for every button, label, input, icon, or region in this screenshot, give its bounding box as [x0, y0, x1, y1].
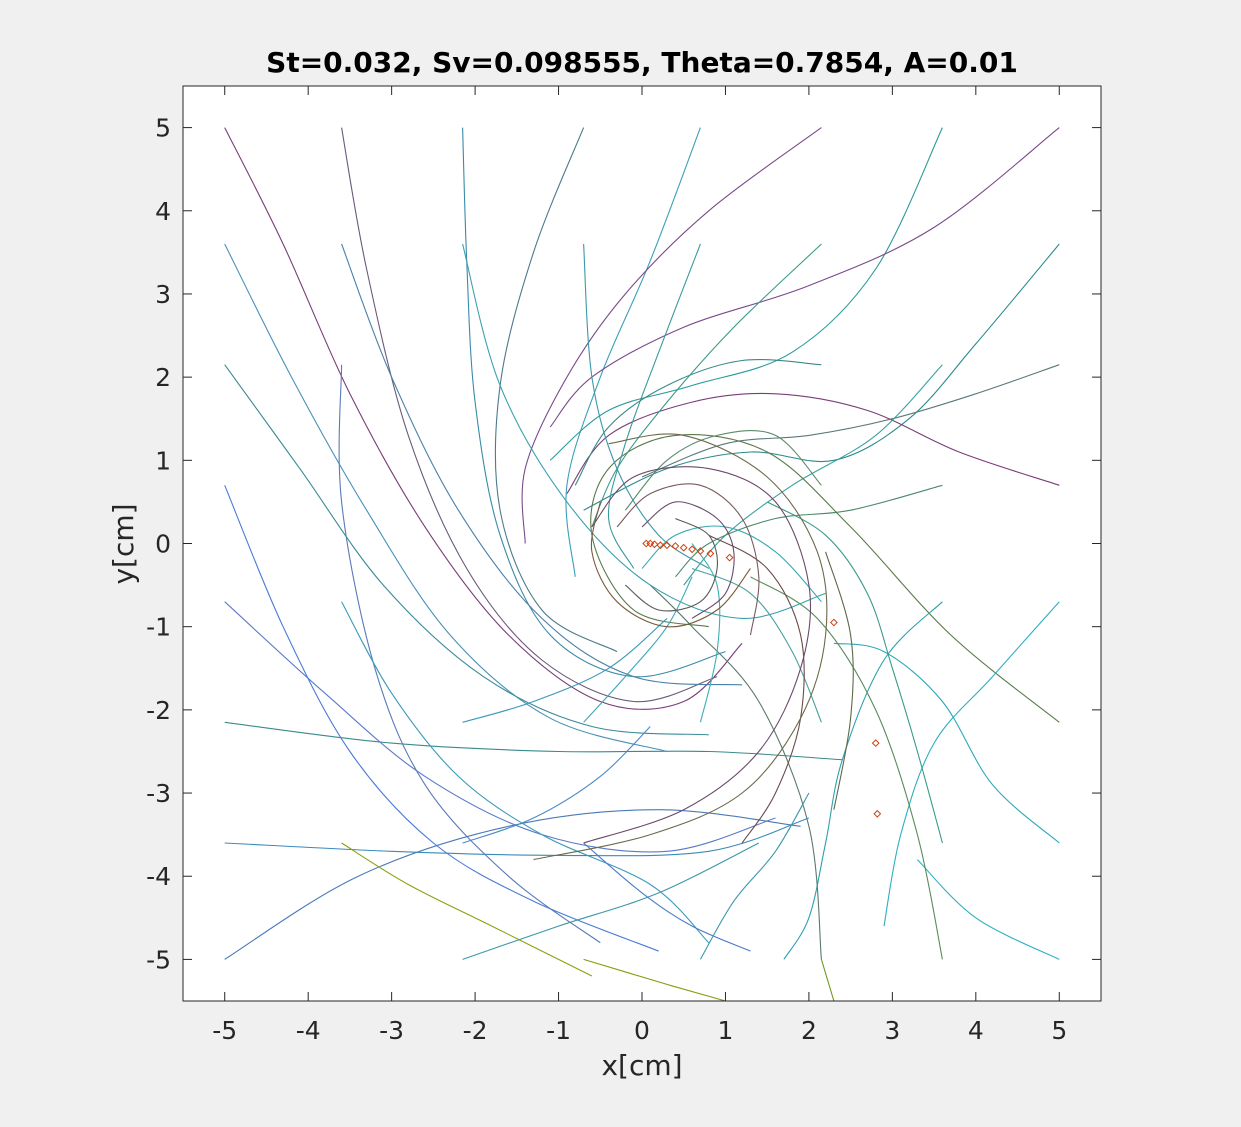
x-tick-label: 0: [634, 1016, 650, 1045]
y-tick-label: 1: [155, 446, 171, 475]
particle-marker-14: [873, 809, 882, 818]
trajectory-line-45: [583, 842, 751, 952]
trajectory-line-1: [224, 127, 743, 710]
particle-marker-9: [696, 547, 705, 555]
particle-marker-4: [656, 541, 665, 550]
trajectory-line-46: [699, 792, 810, 960]
trajectory-line-16: [883, 601, 1060, 927]
trajectory-line-51: [616, 483, 760, 636]
x-axis-ticks: -5 -4 -3 -2 -1 0 1 2 3 4 5: [212, 86, 1067, 1045]
trajectory-line-40: [691, 543, 721, 723]
trajectory-line-47: [708, 534, 805, 844]
trajectory-line-37: [624, 430, 822, 511]
trajectory-line-48: [583, 466, 812, 844]
y-axis-ticks: 5 4 3 2 1 0 -1 -2 -3 -4 -5: [146, 114, 1101, 974]
particle-marker-3: [650, 540, 659, 549]
particle-marker-10: [706, 549, 715, 558]
x-tick-label: -1: [546, 1016, 571, 1045]
trajectory-line-44: [462, 842, 760, 960]
x-tick-label: -4: [296, 1016, 321, 1045]
trajectory-line-57: [820, 959, 835, 1002]
particle-marker-12: [829, 618, 838, 627]
x-tick-label: 1: [718, 1016, 734, 1045]
y-tick-label: 5: [155, 114, 171, 143]
x-tick-label: -5: [212, 1016, 237, 1045]
particle-marker-6: [671, 542, 680, 550]
trajectory-line-24: [224, 721, 843, 761]
trajectory-line-34: [607, 243, 701, 569]
trajectory-line-43: [462, 726, 651, 844]
trajectory-line-39: [691, 567, 822, 723]
trajectory-line-29: [224, 243, 668, 753]
trajectory-line-2: [341, 127, 718, 703]
trajectory-line-26: [224, 485, 659, 952]
trajectory-line-32: [462, 243, 826, 619]
trajectory-line-42: [462, 617, 668, 723]
y-tick-label: -5: [146, 945, 171, 974]
trajectory-line-14: [590, 434, 1060, 723]
trajectory-line-4: [494, 127, 618, 653]
trajectory-line-52: [641, 501, 735, 619]
x-tick-label: -2: [463, 1016, 488, 1045]
trajectory-line-35: [591, 243, 822, 528]
trajectory-line-56: [583, 958, 726, 1002]
trajectory-line-36: [574, 358, 822, 486]
trajectory-line-49: [533, 433, 828, 861]
particle-marker-13: [871, 739, 880, 748]
trajectory-lines: [224, 127, 1060, 1002]
y-tick-label: -1: [146, 613, 171, 642]
trajectory-line-21: [649, 584, 822, 960]
trajectory-line-22: [224, 809, 801, 960]
trajectory-line-18: [917, 859, 1060, 960]
trajectory-line-15: [783, 601, 943, 960]
y-tick-label: 4: [155, 197, 171, 226]
trajectory-line-27: [338, 364, 601, 944]
trajectory-line-54: [590, 501, 751, 628]
trajectory-line-25: [224, 601, 776, 853]
trajectory-line-38: [641, 525, 822, 603]
x-axis-label: x[cm]: [601, 1049, 682, 1082]
y-tick-label: -3: [146, 779, 171, 808]
particle-marker-2: [646, 539, 655, 548]
x-tick-label: 2: [801, 1016, 817, 1045]
particle-markers: [642, 539, 882, 818]
x-tick-label: 4: [968, 1016, 984, 1045]
trajectory-line-6: [521, 127, 822, 544]
x-tick-label: 3: [884, 1016, 900, 1045]
trajectory-line-5: [565, 127, 701, 577]
y-tick-label: -2: [146, 696, 171, 725]
trajectory-line-13: [675, 484, 943, 578]
x-tick-label: 5: [1051, 1016, 1067, 1045]
y-tick-label: 0: [155, 530, 171, 559]
particle-marker-5: [663, 541, 671, 550]
particle-marker-11: [725, 553, 734, 562]
trajectory-line-31: [341, 243, 743, 686]
trajectory-line-17: [833, 642, 1060, 844]
chart-title: St=0.032, Sv=0.098555, Theta=0.7854, A=0…: [266, 46, 1018, 79]
particle-marker-7: [679, 543, 688, 552]
trajectory-line-20: [750, 576, 943, 960]
trajectory-line-28: [341, 601, 710, 944]
trajectory-line-55: [341, 842, 593, 977]
trajectory-line-30: [224, 364, 709, 736]
y-axis-label: y[cm]: [107, 503, 140, 584]
y-tick-label: -4: [146, 862, 171, 891]
trajectory-line-7: [549, 127, 943, 461]
trajectory-line-53: [624, 518, 718, 612]
y-tick-label: 2: [155, 363, 171, 392]
trajectory-line-41: [583, 576, 693, 723]
trajectory-line-10: [566, 392, 1060, 494]
axes-background: [183, 86, 1101, 1001]
trajectory-line-12: [683, 364, 943, 586]
y-tick-label: 3: [155, 280, 171, 309]
particle-marker-8: [688, 545, 697, 554]
trajectory-line-19: [766, 501, 943, 844]
x-tick-label: -3: [379, 1016, 404, 1045]
trajectory-line-50: [825, 551, 854, 810]
